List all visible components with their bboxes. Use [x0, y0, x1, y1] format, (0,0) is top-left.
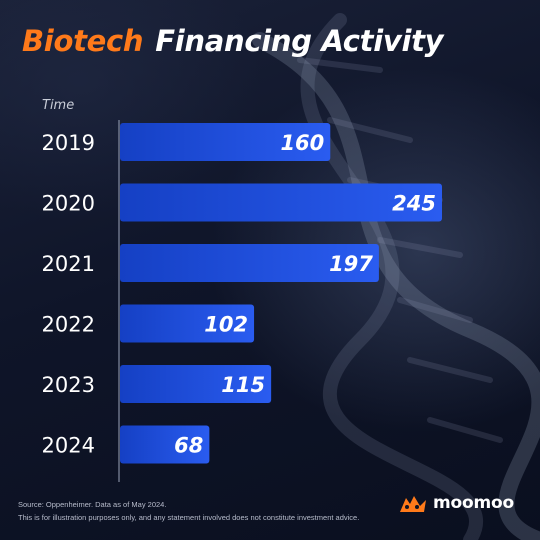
- value-label-2022: 102: [204, 313, 248, 337]
- category-label-2022: 2022: [42, 313, 95, 337]
- bar-2021: [120, 244, 379, 282]
- category-label-2023: 2023: [42, 373, 95, 397]
- value-label-2019: 160: [280, 131, 324, 155]
- brand-logo: moomoo: [398, 492, 514, 514]
- bar-2024: [120, 425, 210, 464]
- bar-2023: [120, 365, 272, 403]
- value-label-2023: 115: [221, 373, 265, 397]
- category-label-2024: 2024: [42, 434, 95, 458]
- category-label-2020: 2020: [42, 192, 95, 216]
- value-label-2024: 68: [174, 434, 203, 458]
- brand-name: moomoo: [433, 493, 514, 513]
- bar-2020: [120, 183, 442, 222]
- footer: Source: Oppenheimer. Data as of May 2024…: [18, 498, 359, 524]
- category-label-2021: 2021: [42, 252, 95, 276]
- title-rest: Financing Activity: [155, 24, 444, 58]
- chart-title: Biotech Financing Activity: [22, 24, 444, 59]
- moomoo-logo-icon: [400, 496, 426, 512]
- value-label-2020: 245: [392, 192, 436, 216]
- value-label-2021: 197: [329, 252, 373, 276]
- category-label-2019: 2019: [42, 131, 95, 155]
- axis-label: Time: [42, 98, 75, 113]
- source-note: Source: Oppenheimer. Data as of May 2024…: [18, 500, 167, 509]
- bar-2022: [120, 304, 255, 343]
- bar-2019: [120, 123, 331, 161]
- disclaimer-note: This is for illustration purposes only, …: [18, 513, 360, 522]
- title-accent: Biotech: [22, 24, 144, 58]
